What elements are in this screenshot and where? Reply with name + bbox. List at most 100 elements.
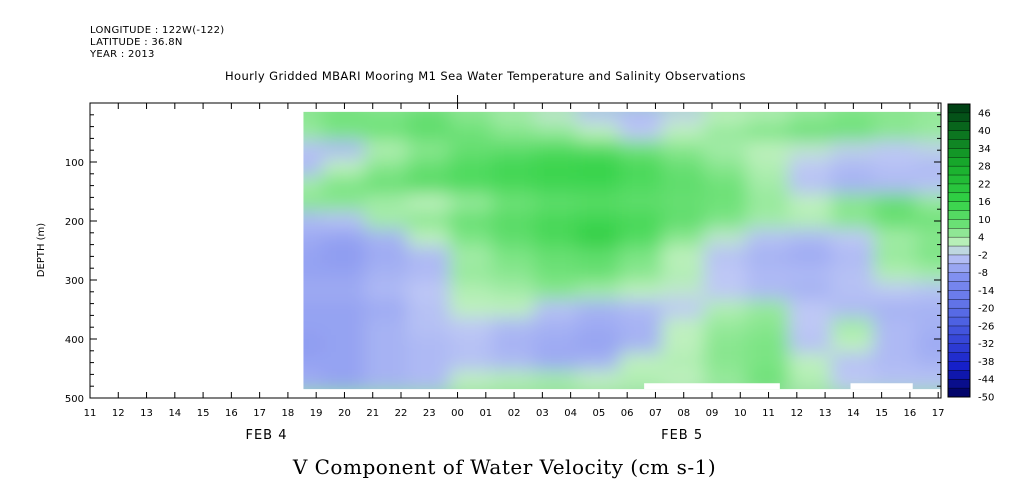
- heat-cell: [831, 352, 876, 373]
- heat-cell: [491, 158, 537, 178]
- heat-cell: [449, 281, 494, 302]
- heat-cell: [303, 175, 325, 196]
- colorbar-swatch: [948, 130, 970, 141]
- heat-cell: [491, 193, 537, 214]
- x-tick-label: 16: [225, 408, 238, 419]
- colorbar-swatch: [948, 219, 970, 229]
- x-tick-label: 07: [649, 408, 662, 419]
- heat-cell: [661, 122, 706, 143]
- heat-cell: [746, 140, 791, 161]
- x-date-label: FEB 5: [661, 428, 703, 443]
- heat-cell: [661, 111, 706, 125]
- colorbar-swatch: [948, 379, 970, 389]
- heat-cell: [619, 335, 664, 355]
- heat-cell: [788, 111, 834, 125]
- heat-cell: [364, 122, 410, 143]
- latitude-label: LATITUDE : 36.8N: [90, 37, 183, 48]
- heat-cell: [915, 281, 942, 302]
- heat-cell: [491, 264, 537, 284]
- heat-cell: [915, 317, 942, 338]
- year-label: YEAR : 2013: [90, 49, 155, 60]
- heat-cell: [576, 158, 622, 178]
- heat-cell: [746, 281, 791, 302]
- heat-cell: [322, 211, 367, 231]
- colorbar-swatch: [948, 370, 970, 380]
- plot-frame: [89, 102, 942, 399]
- heat-cell: [915, 299, 942, 320]
- heat-cell: [576, 335, 622, 355]
- heat-cell: [303, 246, 325, 267]
- colorbar-swatch: [948, 290, 970, 300]
- heat-cell: [449, 228, 494, 249]
- heat-cell: [831, 335, 876, 355]
- heat-cell: [703, 175, 749, 196]
- heat-cell: [534, 264, 579, 284]
- heat-cell: [322, 140, 367, 161]
- heat-cell: [364, 317, 410, 338]
- heat-cell: [407, 158, 452, 178]
- heat-cell: [491, 228, 537, 249]
- heat-cell: [703, 335, 749, 355]
- heat-cell: [491, 140, 537, 161]
- colorbar-swatch: [948, 104, 970, 114]
- heat-cell: [534, 352, 579, 373]
- heat-cell: [703, 111, 749, 125]
- heat-cell: [746, 264, 791, 284]
- heat-cell: [703, 317, 749, 338]
- heat-cell: [831, 111, 876, 125]
- heat-cell: [303, 193, 325, 214]
- heat-cell: [534, 122, 579, 143]
- heat-cell: [534, 246, 579, 267]
- x-tick-label: 06: [621, 408, 634, 419]
- heat-cell: [322, 228, 367, 249]
- heat-cell: [619, 299, 664, 320]
- heat-cell: [703, 211, 749, 231]
- heat-cell: [534, 228, 579, 249]
- heat-cell: [619, 264, 664, 284]
- heat-cell: [534, 193, 579, 214]
- y-tick-label: 500: [65, 394, 84, 405]
- heat-cell: [576, 281, 622, 302]
- heat-cell: [576, 228, 622, 249]
- heat-cell: [788, 317, 834, 338]
- heat-cell: [303, 352, 325, 373]
- colorbar-swatch: [948, 112, 970, 123]
- x-tick-label: 00: [451, 408, 464, 419]
- colorbar-swatch: [948, 237, 970, 247]
- chart-subtitle: V Component of Water Velocity (cm s-1): [292, 455, 717, 479]
- heat-cell: [449, 264, 494, 284]
- colorbar-swatch: [948, 201, 970, 212]
- heat-cell: [407, 122, 452, 143]
- heat-cell: [703, 299, 749, 320]
- x-tick-label: 04: [564, 408, 577, 419]
- heat-cell: [661, 140, 706, 161]
- heat-cell: [746, 175, 791, 196]
- heat-cell: [915, 140, 942, 161]
- heat-cell: [661, 317, 706, 338]
- heat-cell: [534, 335, 579, 355]
- heat-cell: [407, 299, 452, 320]
- heat-cell: [831, 122, 876, 143]
- heat-cell: [364, 370, 410, 390]
- heat-cell: [364, 111, 410, 125]
- colorbar-swatch: [948, 254, 970, 265]
- colorbar-label: -50: [978, 393, 994, 404]
- heat-cell: [303, 140, 325, 161]
- heat-cell: [364, 335, 410, 355]
- heat-cell: [407, 193, 452, 214]
- heat-cell: [703, 140, 749, 161]
- heat-cell: [449, 317, 494, 338]
- heat-cell: [873, 158, 918, 178]
- x-tick-label: 21: [366, 408, 379, 419]
- x-tick-label: 05: [593, 408, 606, 419]
- heat-cell: [788, 211, 834, 231]
- heat-cell: [491, 299, 537, 320]
- heat-cell: [873, 317, 918, 338]
- heat-cell: [788, 352, 834, 373]
- colorbar-swatch: [948, 352, 970, 362]
- colorbar-swatch: [948, 334, 970, 345]
- heat-cell: [449, 175, 494, 196]
- heat-cell: [364, 264, 410, 284]
- heat-cell: [576, 211, 622, 231]
- heat-cell: [746, 111, 791, 125]
